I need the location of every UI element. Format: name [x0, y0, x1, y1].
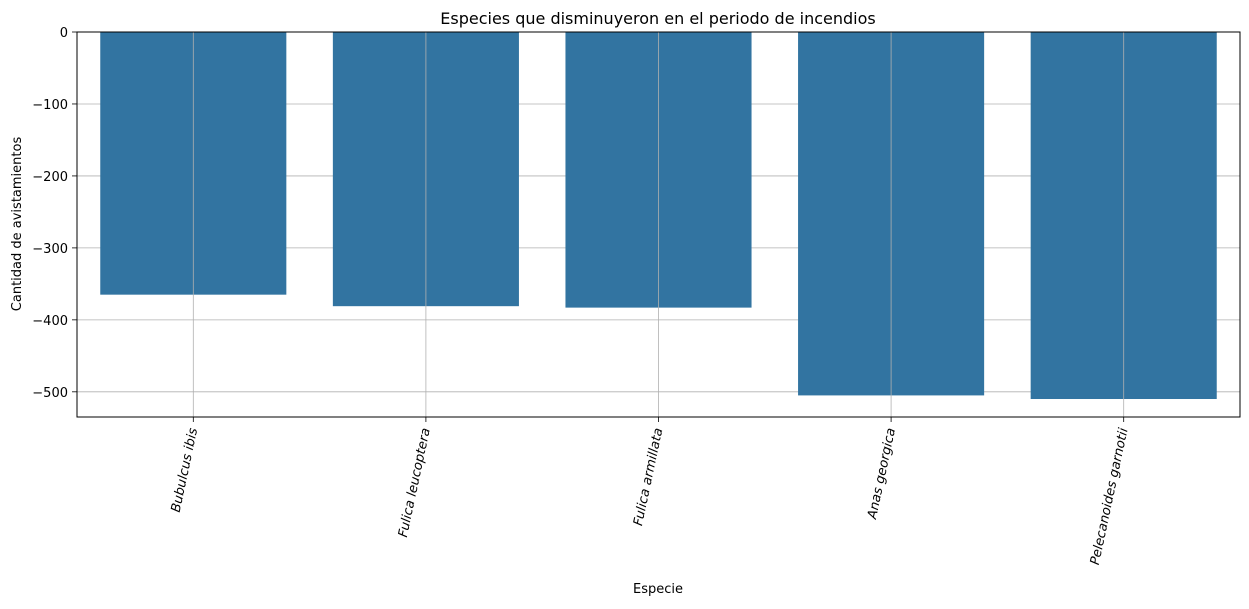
y-axis-ticks: 0 −100 −200 −300 −400 −500 [32, 26, 77, 401]
chart-title: Especies que disminuyeron en el periodo … [440, 9, 875, 28]
y-tick-label: −500 [32, 386, 68, 401]
x-tick-label: Fulica leucoptera [396, 427, 434, 539]
y-tick-label: −300 [32, 242, 68, 257]
x-tick-label: Fulica armillata [631, 427, 666, 527]
x-axis-label: Especie [633, 582, 683, 597]
y-axis-label: Cantidad de avistamientos [10, 137, 25, 312]
x-tick-label: Bubulcus ibis [169, 427, 202, 514]
x-tick-label: Pelecanoides garnotii [1088, 426, 1132, 566]
y-tick-label: −400 [32, 314, 68, 329]
x-tick-label: Anas georgica [865, 427, 899, 522]
plot-frame [76, 31, 1241, 418]
vertical-grid-lines [192, 32, 1125, 417]
y-tick-label: −200 [32, 170, 68, 185]
y-tick-label: 0 [60, 26, 68, 41]
x-axis-ticks: Bubulcus ibis Fulica leucoptera Fulica arm… [169, 417, 1132, 566]
y-tick-label: −100 [32, 98, 68, 113]
